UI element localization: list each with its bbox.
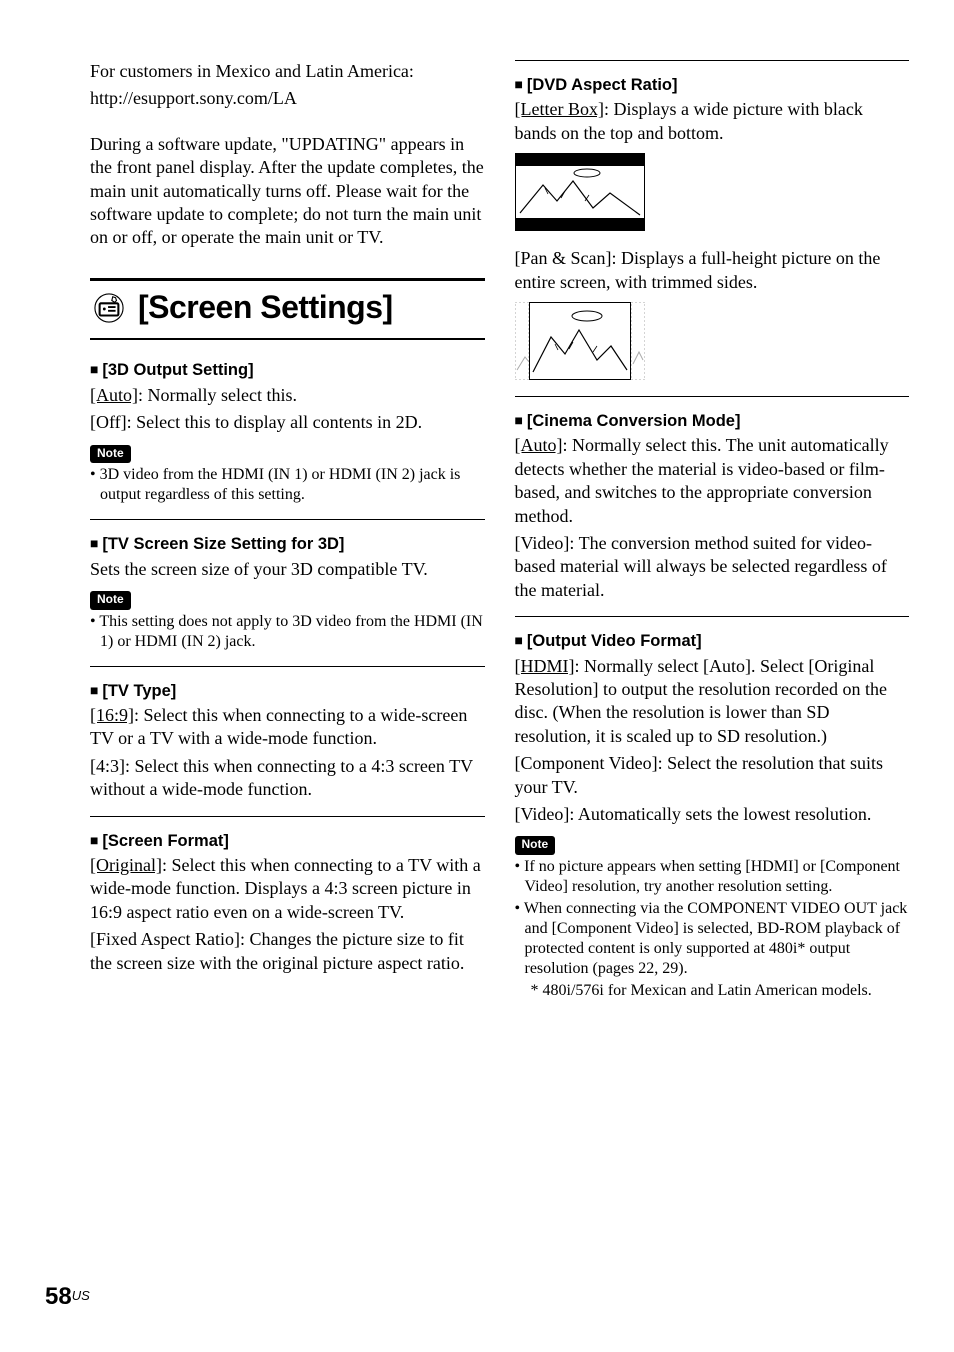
opt-hdmi-label: [HDMI]: [515, 656, 575, 676]
intro-line: For customers in Mexico and Latin Americ…: [90, 60, 485, 83]
footnote: * 480i/576i for Mexican and Latin Americ…: [515, 981, 910, 1001]
head-output-video: [Output Video Format]: [515, 631, 910, 652]
intro-block-1: For customers in Mexico and Latin Americ…: [90, 60, 485, 111]
intro-url: http://esupport.sony.com/LA: [90, 87, 485, 110]
group-cinema-conversion: [Cinema Conversion Mode] [Auto]: Normall…: [515, 411, 910, 602]
letterbox-illustration: [515, 153, 645, 231]
body-tv-size: Sets the screen size of your 3D compatib…: [90, 558, 485, 581]
opt-panscan: [Pan & Scan]: Displays a full-height pic…: [515, 247, 910, 294]
intro-block-2: During a software update, "UPDATING" app…: [90, 133, 485, 250]
opt-169-desc: : Select this when connecting to a wide-…: [90, 705, 467, 748]
opt-video-cinema: [Video]: The conversion method suited fo…: [515, 532, 910, 602]
group-tv-screen-size: [TV Screen Size Setting for 3D] Sets the…: [90, 534, 485, 651]
group-tv-type: [TV Type] [16:9]: Select this when conne…: [90, 681, 485, 802]
right-column: [DVD Aspect Ratio] [Letter Box]: Display…: [515, 60, 910, 1007]
divider: [90, 816, 485, 817]
note-tag: Note: [90, 445, 131, 464]
divider: [90, 519, 485, 520]
group-screen-format: [Screen Format] [Original]: Select this …: [90, 831, 485, 975]
head-tv-size: [TV Screen Size Setting for 3D]: [90, 534, 485, 555]
opt-auto-cinema: [Auto]: Normally select this. The unit a…: [515, 434, 910, 528]
opt-43: [4:3]: Select this when connecting to a …: [90, 755, 485, 802]
opt-fixed: [Fixed Aspect Ratio]: Changes the pictur…: [90, 928, 485, 975]
note-tag: Note: [90, 591, 131, 610]
note-text: • This setting does not apply to 3D vide…: [90, 612, 485, 652]
opt-auto-cinema-desc: : Normally select this. The unit automat…: [515, 435, 889, 525]
note-text-2: • When connecting via the COMPONENT VIDE…: [515, 899, 910, 979]
head-tv-type: [TV Type]: [90, 681, 485, 702]
screen-settings-icon: [90, 293, 128, 323]
opt-letterbox: [Letter Box]: Displays a wide picture wi…: [515, 98, 910, 145]
group-dvd-aspect: [DVD Aspect Ratio] [Letter Box]: Display…: [515, 75, 910, 380]
opt-component: [Component Video]: Select the resolution…: [515, 752, 910, 799]
note-tag: Note: [515, 836, 556, 855]
opt-original: [Original]: Select this when connecting …: [90, 854, 485, 924]
group-output-video: [Output Video Format] [HDMI]: Normally s…: [515, 631, 910, 1001]
head-cinema: [Cinema Conversion Mode]: [515, 411, 910, 432]
opt-original-label: [Original]: [90, 855, 162, 875]
screen-settings-header: [Screen Settings]: [90, 278, 485, 341]
divider: [90, 666, 485, 667]
intro-updating: During a software update, "UPDATING" app…: [90, 133, 485, 250]
panscan-illustration: [515, 302, 645, 380]
opt-auto-cinema-label: [Auto]: [515, 435, 563, 455]
opt-off: [Off]: Select this to display all conten…: [90, 411, 485, 434]
note-text-1: • If no picture appears when setting [HD…: [515, 857, 910, 897]
divider: [515, 396, 910, 397]
group-3d-output: [3D Output Setting] [Auto]: Normally sel…: [90, 360, 485, 505]
opt-169-label: [16:9]: [90, 705, 134, 725]
opt-auto: [Auto]: Normally select this.: [90, 384, 485, 407]
opt-auto-label: [Auto]: [90, 385, 138, 405]
divider: [515, 60, 910, 61]
note-text: • 3D video from the HDMI (IN 1) or HDMI …: [90, 465, 485, 505]
opt-video-out: [Video]: Automatically sets the lowest r…: [515, 803, 910, 826]
left-column: For customers in Mexico and Latin Americ…: [90, 60, 485, 1007]
page-number-value: 58: [45, 1283, 72, 1310]
head-screen-format: [Screen Format]: [90, 831, 485, 852]
head-3d-output: [3D Output Setting]: [90, 360, 485, 381]
head-dvd-aspect: [DVD Aspect Ratio]: [515, 75, 910, 96]
opt-hdmi: [HDMI]: Normally select [Auto]. Select […: [515, 655, 910, 749]
opt-169: [16:9]: Select this when connecting to a…: [90, 704, 485, 751]
screen-settings-title: [Screen Settings]: [138, 287, 393, 329]
opt-auto-desc: : Normally select this.: [138, 385, 297, 405]
page-number-suffix: US: [72, 1288, 90, 1303]
divider: [515, 616, 910, 617]
opt-letterbox-label: [Letter Box]: [515, 99, 604, 119]
page-number: 58US: [45, 1281, 90, 1312]
